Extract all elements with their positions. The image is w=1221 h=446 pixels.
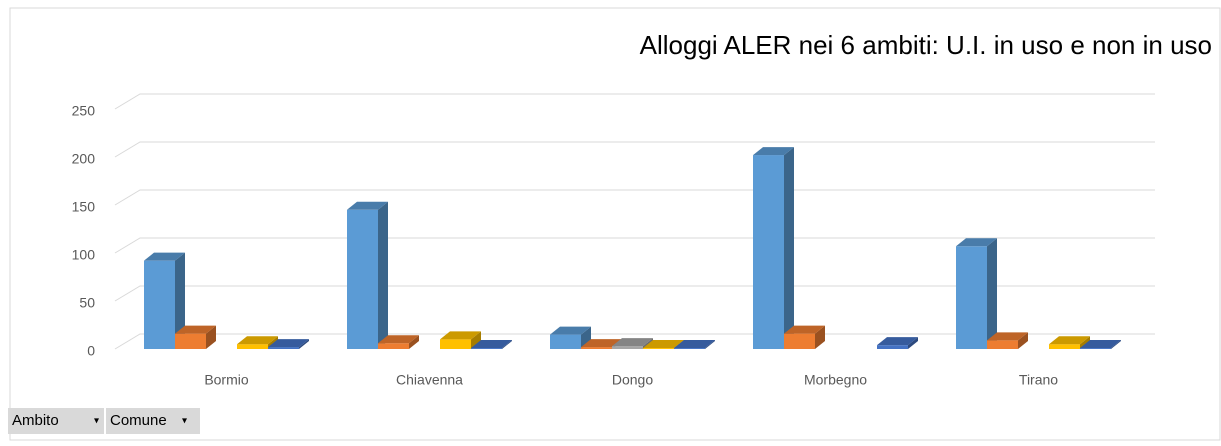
bar [378,335,419,349]
bar-face [612,338,653,347]
bar-face [612,346,643,349]
bar-face [347,201,388,210]
bar-face [753,147,794,156]
bar-face [550,334,581,349]
bar-face [1080,348,1111,349]
bar-face [175,325,216,334]
bar-face [471,331,481,349]
bar [471,340,512,349]
button-bg[interactable] [106,408,200,434]
bar-face [784,325,825,334]
bar-face [1049,336,1090,345]
x-tick-label: Tirano [1019,372,1058,388]
grid-line [114,237,1155,254]
bar [268,339,309,349]
bar-face [440,339,471,349]
bar-face [237,344,268,349]
bar-face [347,209,378,349]
bar [753,147,794,349]
bar-face [674,348,705,349]
y-tick-label: 150 [72,199,96,215]
bar-face [144,260,175,349]
bar-face [987,238,997,349]
bar-face [1049,344,1080,349]
bar-face [581,326,591,349]
bar-face [784,333,815,349]
y-tick-label: 200 [72,151,96,167]
bar-face [784,147,794,349]
x-tick-label: Dongo [612,372,653,388]
bar-face [705,340,715,349]
grid-line [114,189,1155,206]
bar-face [268,347,299,349]
y-tick-label: 0 [87,343,95,359]
bar [175,325,216,349]
bar-face [378,343,409,349]
grid-line [114,93,1155,110]
dropdown-icon[interactable]: ▾ [94,416,99,427]
bar-face [268,339,309,348]
x-tick-label: Bormio [204,372,249,388]
bar-face [987,332,1028,341]
x-tick-label: Morbegno [804,372,867,388]
bar-face [175,252,185,349]
bar-face [440,331,481,340]
x-tick-label: Chiavenna [396,372,463,388]
bar-face [144,252,185,261]
bar-face [175,333,206,349]
button-label[interactable]: Comune [110,412,167,429]
bar-face [815,325,825,349]
bar-face [550,326,591,335]
bar-face [1111,340,1121,349]
bar-face [581,339,622,348]
bar-face [987,340,1018,349]
bar [987,332,1028,349]
bar-face [1080,340,1121,349]
bar [674,340,715,349]
bar-face [643,340,684,349]
field-button[interactable]: Ambito ▾ [8,408,104,434]
bar [347,201,388,349]
y-tick-label: 250 [72,103,96,119]
bar-face [753,155,784,349]
bar [1080,340,1121,349]
bar-face [409,335,419,349]
bar-face [502,340,512,349]
bar [877,337,918,349]
bar [144,252,185,349]
bar-face [471,348,502,349]
bar-face [674,340,715,349]
bar [784,325,825,349]
bar-face [908,337,918,349]
bar-face [1018,332,1028,349]
field-button[interactable]: Comune ▾ [106,408,200,434]
bar [440,331,481,349]
bar-face [956,246,987,349]
bar-face [1080,336,1090,349]
bar-face [378,335,419,344]
bar-face [581,347,612,349]
y-tick-label: 50 [79,295,95,311]
dropdown-icon[interactable]: ▾ [182,416,187,427]
grid-line [114,141,1155,158]
bar-face [378,201,388,349]
bar-face [206,325,216,349]
bar-face [471,340,512,349]
button-bg[interactable] [8,408,104,434]
bar-face [643,348,674,349]
y-tick-label: 100 [72,247,96,263]
grid-line [114,285,1155,302]
chart-frame [9,7,1221,441]
bar [956,238,997,349]
bar [1049,336,1090,349]
bar-face [237,336,278,345]
chart-title: Alloggi ALER nei 6 ambiti: U.I. in uso e… [640,30,1212,60]
bar-face [877,337,918,346]
bar-face [877,345,908,349]
bar [550,326,591,349]
bar-face [299,339,309,349]
button-label[interactable]: Ambito [12,412,59,429]
bar-face [956,238,997,247]
